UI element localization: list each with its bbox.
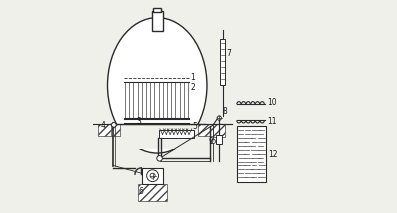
Bar <box>220 39 225 85</box>
Text: 4: 4 <box>101 121 106 130</box>
Bar <box>159 130 194 138</box>
Text: 1: 1 <box>190 73 195 82</box>
Text: 12: 12 <box>268 150 278 159</box>
Bar <box>138 184 167 201</box>
Bar <box>111 124 120 136</box>
Bar <box>213 124 225 137</box>
Bar <box>152 11 163 31</box>
Text: 7: 7 <box>226 49 231 58</box>
Circle shape <box>150 173 155 178</box>
Circle shape <box>157 155 162 161</box>
Text: 8: 8 <box>222 107 227 116</box>
Text: 9: 9 <box>209 137 214 146</box>
Bar <box>237 125 266 182</box>
Circle shape <box>217 116 222 120</box>
Ellipse shape <box>108 18 207 153</box>
Text: 6: 6 <box>139 187 144 196</box>
Text: 11: 11 <box>267 117 276 126</box>
Circle shape <box>112 123 116 127</box>
Text: 10: 10 <box>267 98 276 107</box>
Text: 2: 2 <box>190 83 195 92</box>
Circle shape <box>211 139 216 144</box>
Bar <box>198 124 214 136</box>
Circle shape <box>146 170 158 182</box>
Bar <box>143 168 162 184</box>
Text: 5: 5 <box>192 122 197 131</box>
Bar <box>105 124 209 149</box>
Bar <box>216 135 222 144</box>
Bar <box>98 124 112 136</box>
Text: 3: 3 <box>137 117 142 126</box>
Bar <box>153 8 162 12</box>
